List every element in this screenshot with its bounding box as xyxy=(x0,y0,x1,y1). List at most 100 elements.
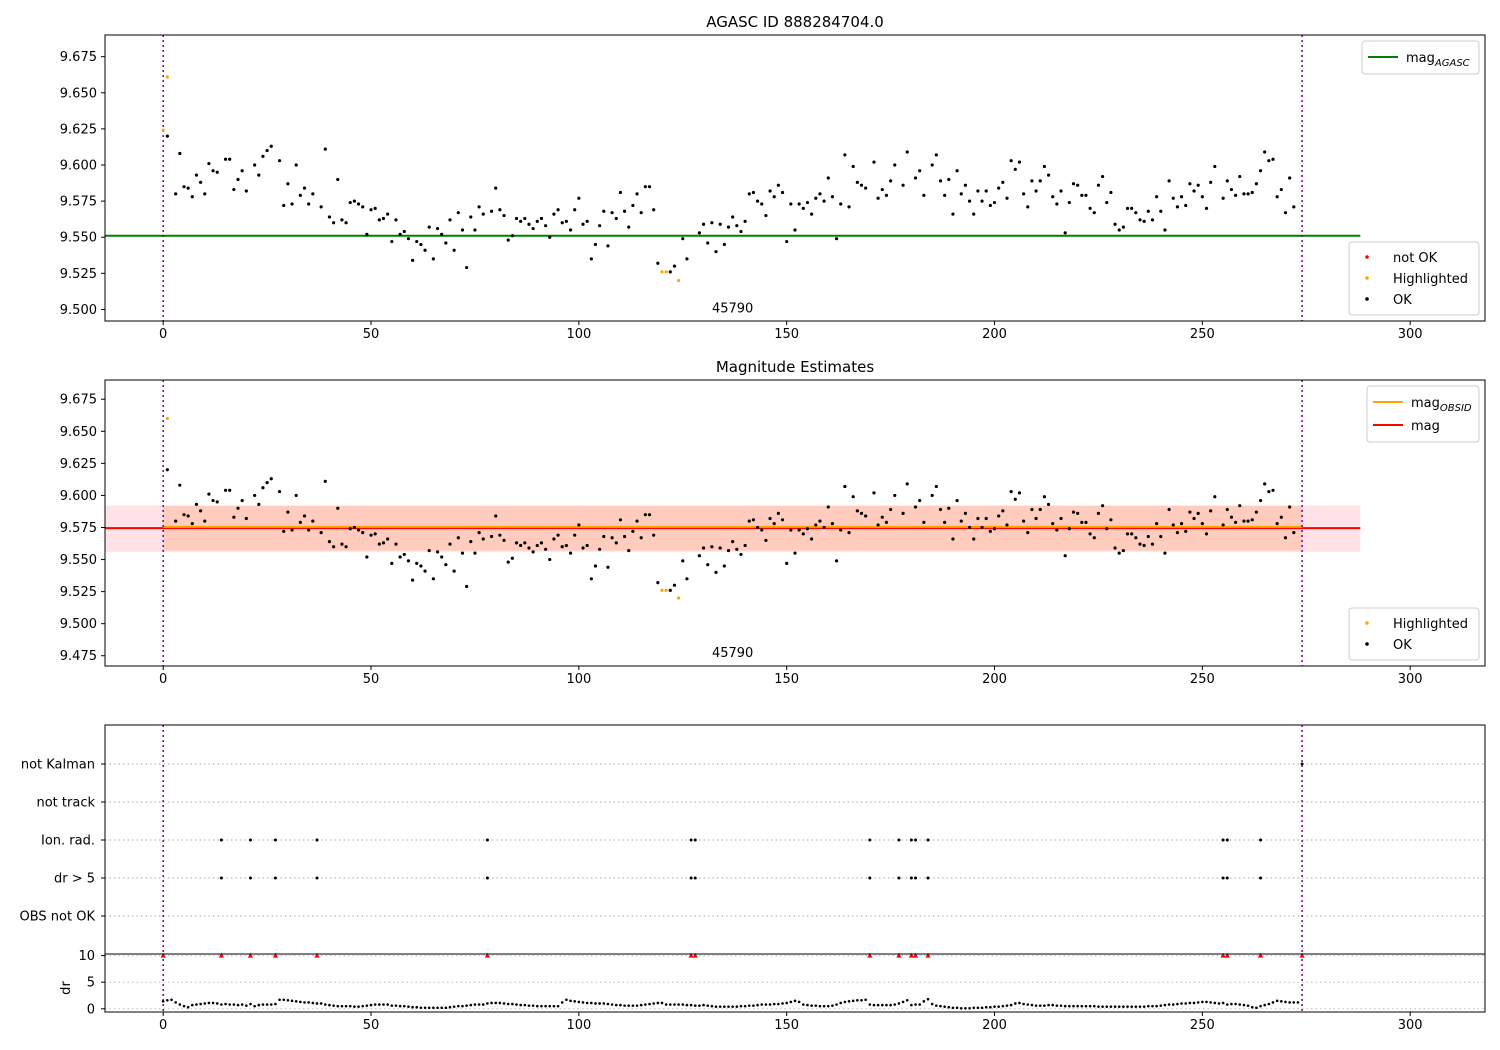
dr-threshold-marker xyxy=(160,952,166,958)
ok-point xyxy=(381,541,386,545)
dr-point xyxy=(872,1003,876,1007)
ok-point xyxy=(244,516,248,521)
ok-point xyxy=(1017,491,1022,495)
ok-point xyxy=(265,148,269,153)
panel-title: AGASC ID 888284704.0 xyxy=(706,13,884,31)
ok-point xyxy=(489,209,494,213)
ok-point xyxy=(1209,509,1213,513)
y-tick-label: 9.650 xyxy=(60,425,97,440)
ok-point xyxy=(1213,495,1217,499)
ok-point xyxy=(726,225,731,229)
ok-point xyxy=(232,515,236,519)
ok-point xyxy=(323,479,327,483)
ok-point xyxy=(369,208,373,212)
ok-point xyxy=(972,212,976,216)
ok-point xyxy=(593,564,598,568)
dr-point xyxy=(249,1002,252,1006)
flag-category-label: dr > 5 xyxy=(54,872,95,887)
ok-point xyxy=(1271,488,1275,492)
dr-point xyxy=(498,1001,502,1005)
legend-subscript: AGASC xyxy=(1434,58,1470,69)
ok-point xyxy=(610,536,614,540)
ok-point xyxy=(344,545,348,549)
ok-point xyxy=(1238,504,1242,508)
ok-point xyxy=(1267,489,1271,494)
dr-point xyxy=(1259,1004,1262,1008)
ok-point xyxy=(1084,193,1088,197)
dr-point xyxy=(560,1001,564,1004)
obsid-annotation: 45790 xyxy=(712,646,753,661)
ok-point xyxy=(298,193,302,197)
ok-point xyxy=(589,577,593,581)
ok-point xyxy=(739,552,743,557)
ok-point xyxy=(1171,196,1175,200)
panel-dr: 0 5 10 dr 0 50 100 150 200 250 300 xyxy=(59,949,1486,1033)
ok-point xyxy=(1250,190,1254,195)
ok-point xyxy=(415,561,419,565)
dr-point xyxy=(423,1006,427,1010)
ok-point xyxy=(319,531,323,535)
ok-point xyxy=(560,221,564,225)
ok-point xyxy=(1221,523,1225,527)
ok-point xyxy=(473,228,477,232)
flag-point xyxy=(273,838,277,842)
ok-point xyxy=(943,193,947,197)
ok-point xyxy=(947,506,951,510)
ok-point xyxy=(1042,164,1046,169)
dr-threshold-marker xyxy=(867,952,873,958)
ok-point xyxy=(697,554,701,558)
dr-point xyxy=(1180,1002,1183,1005)
dr-point xyxy=(980,1006,984,1010)
ok-point xyxy=(1263,482,1267,486)
dr-point xyxy=(299,1000,302,1004)
dr-point xyxy=(1275,999,1279,1003)
ok-point xyxy=(427,548,431,553)
dr-point xyxy=(386,1003,389,1006)
flag-point xyxy=(689,876,693,880)
dr-point xyxy=(752,1004,755,1007)
ok-point xyxy=(398,232,402,236)
ok-point xyxy=(261,154,265,158)
ok-point xyxy=(1009,489,1013,494)
ok-point xyxy=(290,202,294,206)
ok-point xyxy=(1275,195,1279,199)
dr-point xyxy=(1005,1004,1009,1007)
dr-point xyxy=(644,1003,647,1006)
dr-point xyxy=(1076,1004,1079,1008)
ok-point xyxy=(207,492,211,496)
ok-point xyxy=(277,489,282,494)
ok-point xyxy=(1080,193,1084,197)
ok-point xyxy=(361,531,365,535)
ok-point xyxy=(951,537,955,541)
ok-point xyxy=(240,169,244,173)
dr-point xyxy=(652,1002,655,1005)
dr-point xyxy=(639,1003,643,1007)
ok-point xyxy=(913,505,918,509)
ok-point xyxy=(913,176,918,180)
dr-point xyxy=(893,1003,897,1006)
ok-point xyxy=(336,177,340,182)
flag-point xyxy=(909,838,913,842)
x-tick-label: 50 xyxy=(363,672,380,687)
dr-point xyxy=(955,1006,959,1010)
flag-point xyxy=(868,838,872,842)
ok-point xyxy=(739,229,743,234)
highlighted-point xyxy=(664,588,668,592)
ok-point xyxy=(622,209,627,213)
ok-point xyxy=(747,192,751,196)
ok-point xyxy=(1030,179,1034,183)
ok-point xyxy=(760,202,764,206)
dr-point xyxy=(402,1004,406,1008)
y-tick-label: 9.625 xyxy=(60,457,97,472)
ok-point xyxy=(622,534,627,539)
ok-point xyxy=(980,525,984,530)
legend-marker xyxy=(1365,297,1369,301)
ok-point xyxy=(889,507,893,512)
ok-point xyxy=(327,539,332,544)
ok-point xyxy=(731,539,735,544)
panel-title: Magnitude Estimates xyxy=(716,358,874,376)
dr-point xyxy=(294,1000,298,1003)
ok-point xyxy=(851,164,855,169)
dr-point xyxy=(1155,1004,1158,1008)
dr-point xyxy=(797,1000,801,1004)
